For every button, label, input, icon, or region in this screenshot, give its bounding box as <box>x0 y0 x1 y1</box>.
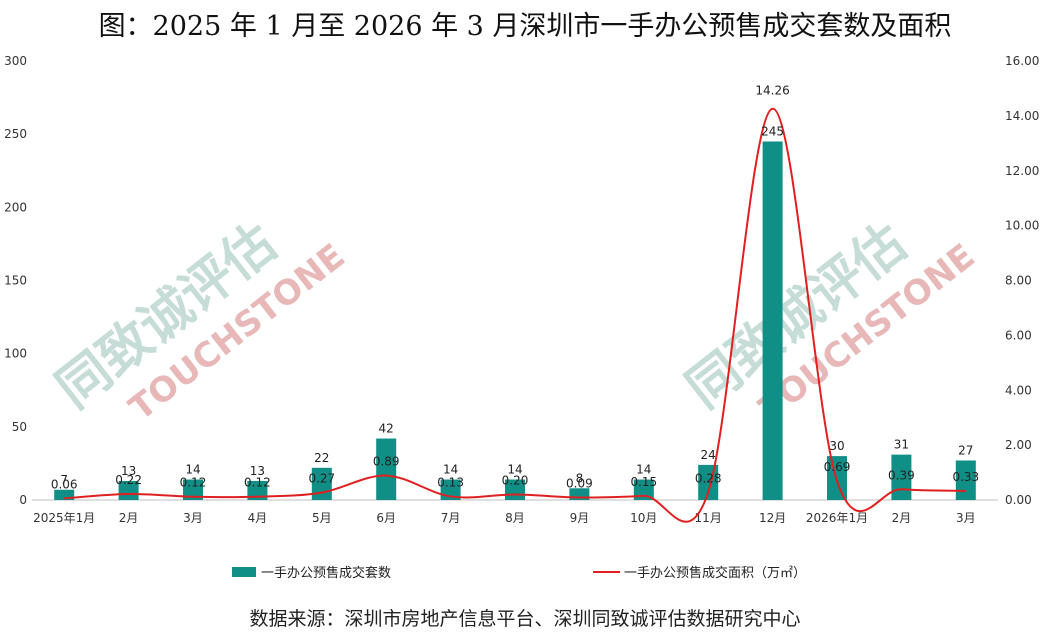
bar <box>118 480 139 500</box>
bar <box>247 480 268 500</box>
y-left-tick-label: 200 <box>4 200 27 214</box>
bar-data-label: 27 <box>958 443 973 457</box>
line-data-label: 0.12 <box>180 476 207 490</box>
line-data-label: 0.28 <box>695 471 722 485</box>
y-right-tick-label: 0.00 <box>1005 493 1032 507</box>
area-line <box>64 107 966 523</box>
bar-data-label: 245 <box>761 124 784 138</box>
y-left-tick-label: 0 <box>19 493 27 507</box>
y-left-tick-label: 100 <box>4 347 27 361</box>
bar-data-label: 31 <box>894 438 909 452</box>
line-series <box>64 107 966 523</box>
line-data-label: 0.06 <box>51 477 78 491</box>
bar-data-label: 13 <box>121 464 136 478</box>
y-right-tick-label: 10.00 <box>1005 219 1039 233</box>
line-data-label: 0.89 <box>373 455 400 469</box>
bar <box>569 488 590 500</box>
bar <box>633 479 654 500</box>
y-right-tick-label: 8.00 <box>1005 274 1032 288</box>
x-tick-label: 7月 <box>441 511 461 525</box>
bar-data-label: 22 <box>314 451 329 465</box>
axes: 0 50 100 150 200 250 300 0.00 2.00 4.00 6.00 8.00 10… <box>4 54 1039 525</box>
bar-data-label: 30 <box>829 439 844 453</box>
x-tick-label: 9月 <box>570 511 590 525</box>
bar-series <box>54 141 976 500</box>
x-tick-label: 2026年1月 <box>806 511 868 525</box>
x-tick-label: 2月 <box>892 511 912 525</box>
legend-bar-swatch <box>232 567 256 577</box>
line-data-label: 0.09 <box>566 477 593 491</box>
line-data-label: 0.20 <box>502 474 529 488</box>
x-tick-label: 8月 <box>505 511 525 525</box>
y-left-tick-label: 150 <box>4 274 27 288</box>
y-right-tick-label: 12.00 <box>1005 164 1039 178</box>
line-data-label: 0.69 <box>824 460 851 474</box>
x-tick-label: 6月 <box>376 511 396 525</box>
bar-data-label: 24 <box>701 448 716 462</box>
bar <box>54 489 75 500</box>
y-right-tick-label: 6.00 <box>1005 328 1032 342</box>
y-left-tick-label: 300 <box>4 54 27 68</box>
x-tick-label: 4月 <box>248 511 268 525</box>
x-tick-label: 10月 <box>630 511 657 525</box>
legend-line-label: 一手办公预售成交面积（万㎡） <box>624 565 806 581</box>
line-data-label: 14.26 <box>755 84 789 98</box>
x-tick-label: 3月 <box>956 511 976 525</box>
chart-title: 图：2025 年 1 月至 2026 年 3 月深圳市一手办公预售成交套数及面积 <box>98 11 952 42</box>
y-left-tick-label: 250 <box>4 127 27 141</box>
x-tick-label: 2月 <box>119 511 139 525</box>
bar <box>183 479 203 500</box>
line-data-label: 0.15 <box>630 475 657 489</box>
y-right-tick-label: 2.00 <box>1005 438 1032 452</box>
x-tick-label: 12月 <box>759 511 786 525</box>
bar-data-label: 14 <box>636 463 651 477</box>
x-tick-label: 5月 <box>312 511 332 525</box>
bar-data-label: 14 <box>443 463 458 477</box>
line-data-label: 0.27 <box>308 472 335 486</box>
bar-data-label: 7 <box>60 473 68 487</box>
source-note: 数据来源：深圳市房地产信息平台、深圳同致诚评估数据研究中心 <box>249 608 801 630</box>
bar <box>762 141 783 500</box>
y-right-tick-label: 4.00 <box>1005 383 1032 397</box>
line-data-label: 0.39 <box>888 468 915 482</box>
legend: 一手办公预售成交套数 一手办公预售成交面积（万㎡） <box>232 565 806 581</box>
y-right-tick-label: 14.00 <box>1005 109 1039 123</box>
y-right-tick-label: 16.00 <box>1005 54 1039 68</box>
data-labels: 7 13 14 13 22 42 14 14 8 14 24 245 30 31 27 0.06 0.22 0.1… <box>51 84 979 492</box>
bar-data-label: 13 <box>250 464 265 478</box>
bar-data-label: 8 <box>576 471 584 485</box>
bar <box>376 438 397 500</box>
line-data-label: 0.33 <box>952 470 979 484</box>
x-tick-label: 3月 <box>183 511 203 525</box>
legend-bar-label: 一手办公预售成交套数 <box>261 565 391 581</box>
bar-data-label: 42 <box>379 422 394 436</box>
bar-data-label: 14 <box>507 463 522 477</box>
bar-data-label: 14 <box>185 463 200 477</box>
line-data-label: 0.13 <box>437 475 464 489</box>
line-data-label: 0.22 <box>115 473 142 487</box>
line-data-label: 0.12 <box>244 476 271 490</box>
x-tick-label: 2025年1月 <box>33 511 95 525</box>
x-tick-label: 11月 <box>695 511 722 525</box>
y-left-tick-label: 50 <box>12 420 27 434</box>
